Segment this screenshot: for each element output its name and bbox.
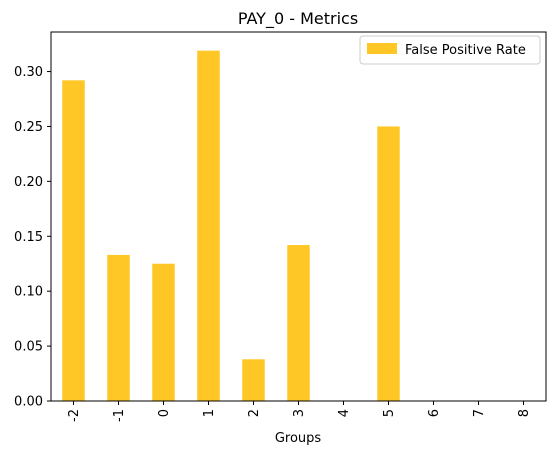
bar-0 xyxy=(152,263,175,401)
x-tick-label: 6 xyxy=(427,409,442,417)
bar-2 xyxy=(242,359,265,401)
x-tick-label: -1 xyxy=(112,409,127,422)
y-axis: 0.00 0.05 0.10 0.15 0.20 0.25 0.30 xyxy=(14,65,51,410)
x-axis-title: Groups xyxy=(275,431,322,446)
y-tick-label: 0.00 xyxy=(14,395,43,410)
x-tick-label: 2 xyxy=(247,409,262,417)
x-tick-label: 5 xyxy=(382,409,397,417)
bar--1 xyxy=(107,254,130,401)
bar-5 xyxy=(377,126,400,401)
legend-swatch xyxy=(367,43,397,54)
y-tick-label: 0.30 xyxy=(14,65,43,80)
bar-3 xyxy=(287,245,310,401)
legend: False Positive Rate xyxy=(359,35,541,65)
y-tick-label: 0.05 xyxy=(14,340,43,355)
x-tick-label: 0 xyxy=(157,409,172,417)
chart-title: PAY_0 - Metrics xyxy=(238,9,358,29)
plot-area xyxy=(50,31,547,402)
y-tick-label: 0.10 xyxy=(14,285,43,300)
y-tick-label: 0.20 xyxy=(14,175,43,190)
x-tick-label: 8 xyxy=(517,409,532,417)
x-tick-label: 1 xyxy=(202,409,217,417)
y-tick-label: 0.25 xyxy=(14,120,43,135)
legend-box xyxy=(359,35,541,65)
x-tick-label: 7 xyxy=(472,409,487,417)
bar--2 xyxy=(62,80,85,401)
x-tick-label: -2 xyxy=(67,409,82,422)
x-tick-label: 3 xyxy=(292,409,307,417)
y-tick-label: 0.15 xyxy=(14,230,43,245)
bar-1 xyxy=(197,50,220,402)
x-axis: -2 -1 0 1 2 3 4 5 6 7 8 xyxy=(67,401,532,422)
legend-label: False Positive Rate xyxy=(405,43,526,58)
x-tick-label: 4 xyxy=(337,409,352,417)
